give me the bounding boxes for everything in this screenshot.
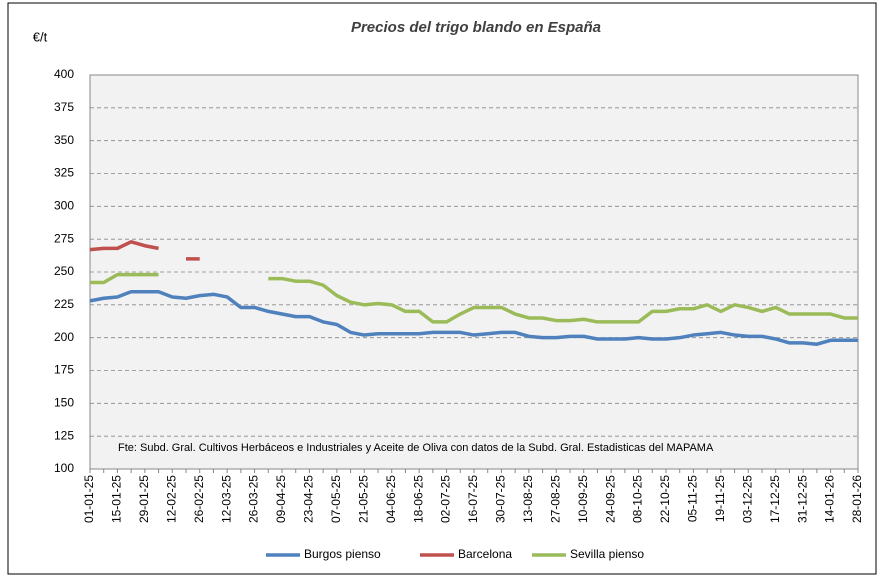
y-tick-label: 375 <box>54 100 74 114</box>
y-tick-label: 200 <box>54 330 74 344</box>
x-tick-label: 21-05-25 <box>356 475 370 523</box>
y-tick-label: 325 <box>54 166 74 180</box>
y-tick-label: 175 <box>54 363 74 377</box>
x-tick-label: 24-09-25 <box>603 475 617 523</box>
series-line <box>90 272 858 324</box>
x-tick-label: 29-01-25 <box>137 475 151 523</box>
x-tick-label: 28-01-26 <box>850 475 864 523</box>
x-tick-label: 22-10-25 <box>658 475 672 523</box>
y-tick-label: 100 <box>54 461 74 475</box>
y-tick-label: 125 <box>54 428 74 442</box>
x-tick-label: 27-08-25 <box>548 475 562 523</box>
x-tick-label: 19-11-25 <box>713 475 727 522</box>
x-tick-label: 26-03-25 <box>247 475 261 523</box>
x-tick-label: 17-12-25 <box>768 475 782 523</box>
y-tick-label: 275 <box>54 231 74 245</box>
x-tick-label: 01-01-25 <box>82 475 96 523</box>
legend-label: Barcelona <box>458 547 512 561</box>
y-tick-label: 400 <box>54 67 74 81</box>
series-line <box>89 240 200 261</box>
series-line <box>89 289 858 346</box>
x-tick-label: 23-04-25 <box>302 475 316 523</box>
x-tick-label: 31-12-25 <box>795 475 809 523</box>
x-tick-label: 03-12-25 <box>740 475 754 523</box>
x-tick-label: 13-08-25 <box>521 475 535 523</box>
y-tick-label: 300 <box>54 199 74 213</box>
x-tick-label: 30-07-25 <box>494 475 508 523</box>
x-tick-label: 10-09-25 <box>576 475 590 523</box>
x-tick-label: 09-04-25 <box>274 475 288 523</box>
annotation: Fte: Subd. Gral. Cultivos Herbáceos e In… <box>118 442 714 454</box>
x-tick-label: 26-02-25 <box>192 475 206 523</box>
y-tick-label: 250 <box>54 264 74 278</box>
y-tick-label: 150 <box>54 396 74 410</box>
legend-label: Sevilla pienso <box>570 547 644 561</box>
y-tick-label: 225 <box>54 297 74 311</box>
x-tick-label: 08-10-25 <box>631 475 645 523</box>
y-tick-label: 350 <box>54 133 74 147</box>
x-tick-label: 15-01-25 <box>110 475 124 523</box>
x-tick-label: 18-06-25 <box>411 475 425 523</box>
chart-title: Precios del trigo blando en España <box>351 19 601 36</box>
x-tick-label: 04-06-25 <box>384 475 398 523</box>
x-tick-label: 12-02-25 <box>164 475 178 523</box>
y-axis-label: €/t <box>33 29 48 44</box>
x-tick-label: 05-11-25 <box>686 475 700 522</box>
x-tick-label: 02-07-25 <box>439 475 453 523</box>
x-tick-label: 16-07-25 <box>466 475 480 523</box>
legend-label: Burgos pienso <box>304 547 381 561</box>
x-tick-label: 12-03-25 <box>219 475 233 523</box>
x-tick-label: 14-01-26 <box>823 475 837 523</box>
x-tick-label: 07-05-25 <box>329 475 343 523</box>
